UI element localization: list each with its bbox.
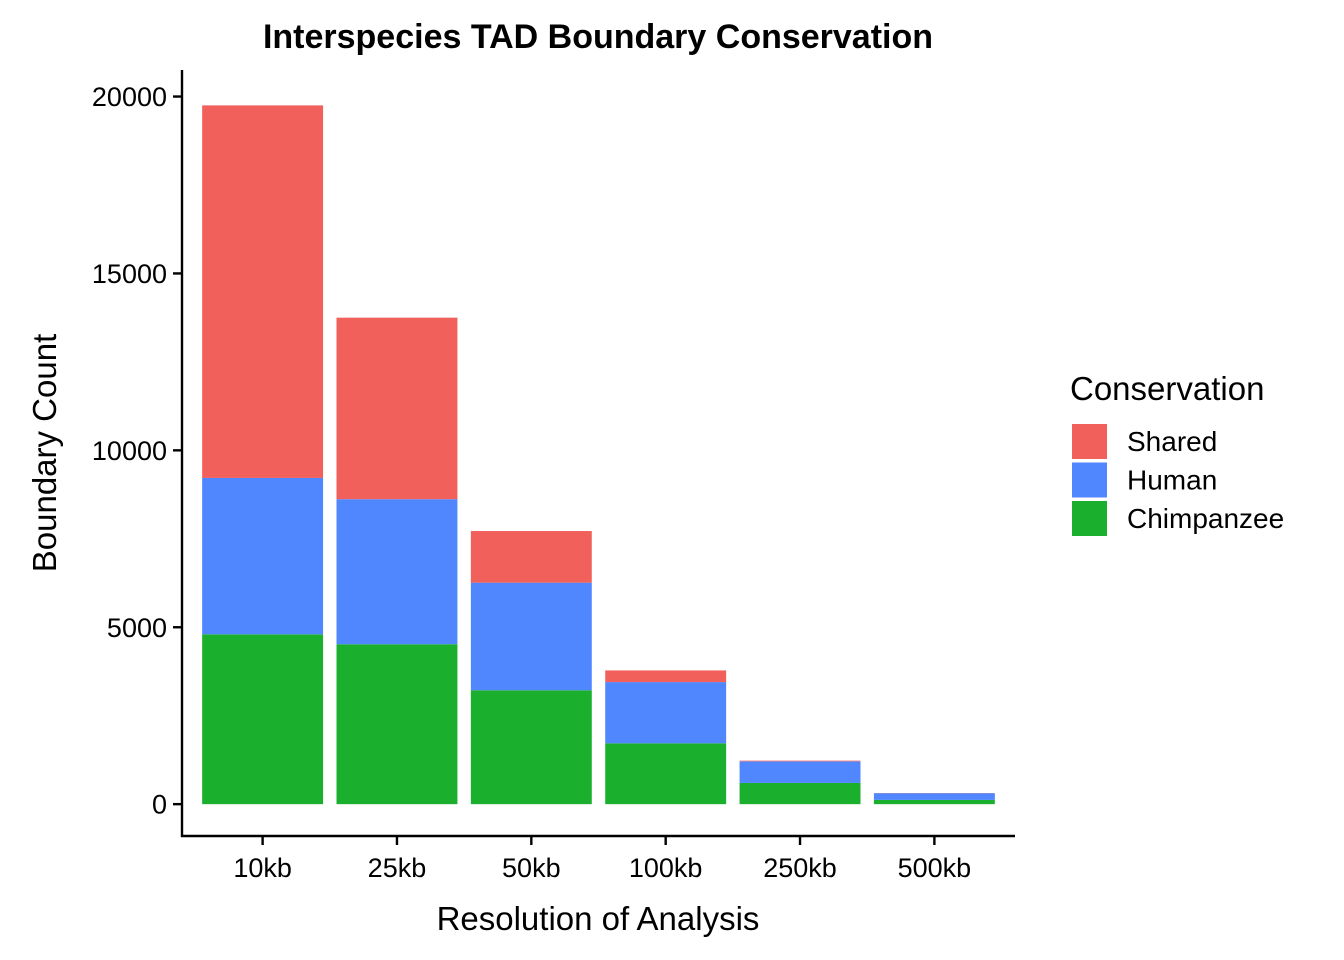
bar-human-50kb	[470, 582, 592, 691]
x-axis-title: Resolution of Analysis	[437, 900, 760, 937]
x-tick-label: 25kb	[368, 853, 427, 883]
x-tick-label: 100kb	[629, 853, 703, 883]
legend-label-shared: Shared	[1127, 426, 1217, 457]
bar-shared-10kb	[202, 105, 324, 478]
legend-label-chimpanzee: Chimpanzee	[1127, 503, 1284, 534]
x-tick-label: 50kb	[502, 853, 561, 883]
bar-chimpanzee-250kb	[739, 782, 861, 805]
bar-human-500kb	[873, 793, 995, 800]
legend-title: Conservation	[1070, 370, 1264, 407]
bar-chimpanzee-100kb	[605, 743, 727, 805]
bar-shared-250kb	[739, 760, 861, 762]
x-tick-label: 10kb	[233, 853, 292, 883]
bar-chimpanzee-50kb	[470, 690, 592, 805]
bar-shared-25kb	[336, 317, 458, 500]
bars-layer	[202, 105, 995, 805]
y-tick-label: 10000	[92, 436, 167, 466]
legend: Conservation Shared Human Chimpanzee	[1070, 370, 1284, 536]
bar-human-100kb	[605, 682, 727, 744]
x-ticks-layer: 10kb 25kb 50kb 100kb 250kb 500kb	[233, 836, 971, 883]
bar-human-10kb	[202, 477, 324, 635]
bar-shared-50kb	[470, 531, 592, 583]
y-tick-label: 20000	[92, 82, 167, 112]
legend-items: Shared Human Chimpanzee	[1072, 424, 1284, 536]
bar-human-25kb	[336, 499, 458, 645]
chart-title: Interspecies TAD Boundary Conservation	[263, 18, 933, 56]
x-tick-label: 500kb	[898, 853, 972, 883]
y-tick-label: 0	[152, 790, 167, 820]
bar-chimpanzee-10kb	[202, 634, 324, 805]
bar-shared-100kb	[605, 670, 727, 683]
y-ticks-layer: 0 5000 10000 15000 20000	[92, 82, 182, 820]
legend-swatch-shared	[1072, 424, 1107, 459]
x-tick-label: 250kb	[763, 853, 837, 883]
bar-chimpanzee-25kb	[336, 644, 458, 805]
y-tick-label: 15000	[92, 259, 167, 289]
bar-human-250kb	[739, 761, 861, 783]
y-axis-title: Boundary Count	[26, 334, 63, 573]
legend-swatch-chimpanzee	[1072, 501, 1107, 536]
bar-chimpanzee-500kb	[873, 799, 995, 805]
legend-label-human: Human	[1127, 465, 1217, 496]
legend-swatch-human	[1072, 462, 1107, 498]
y-tick-label: 5000	[107, 613, 167, 643]
